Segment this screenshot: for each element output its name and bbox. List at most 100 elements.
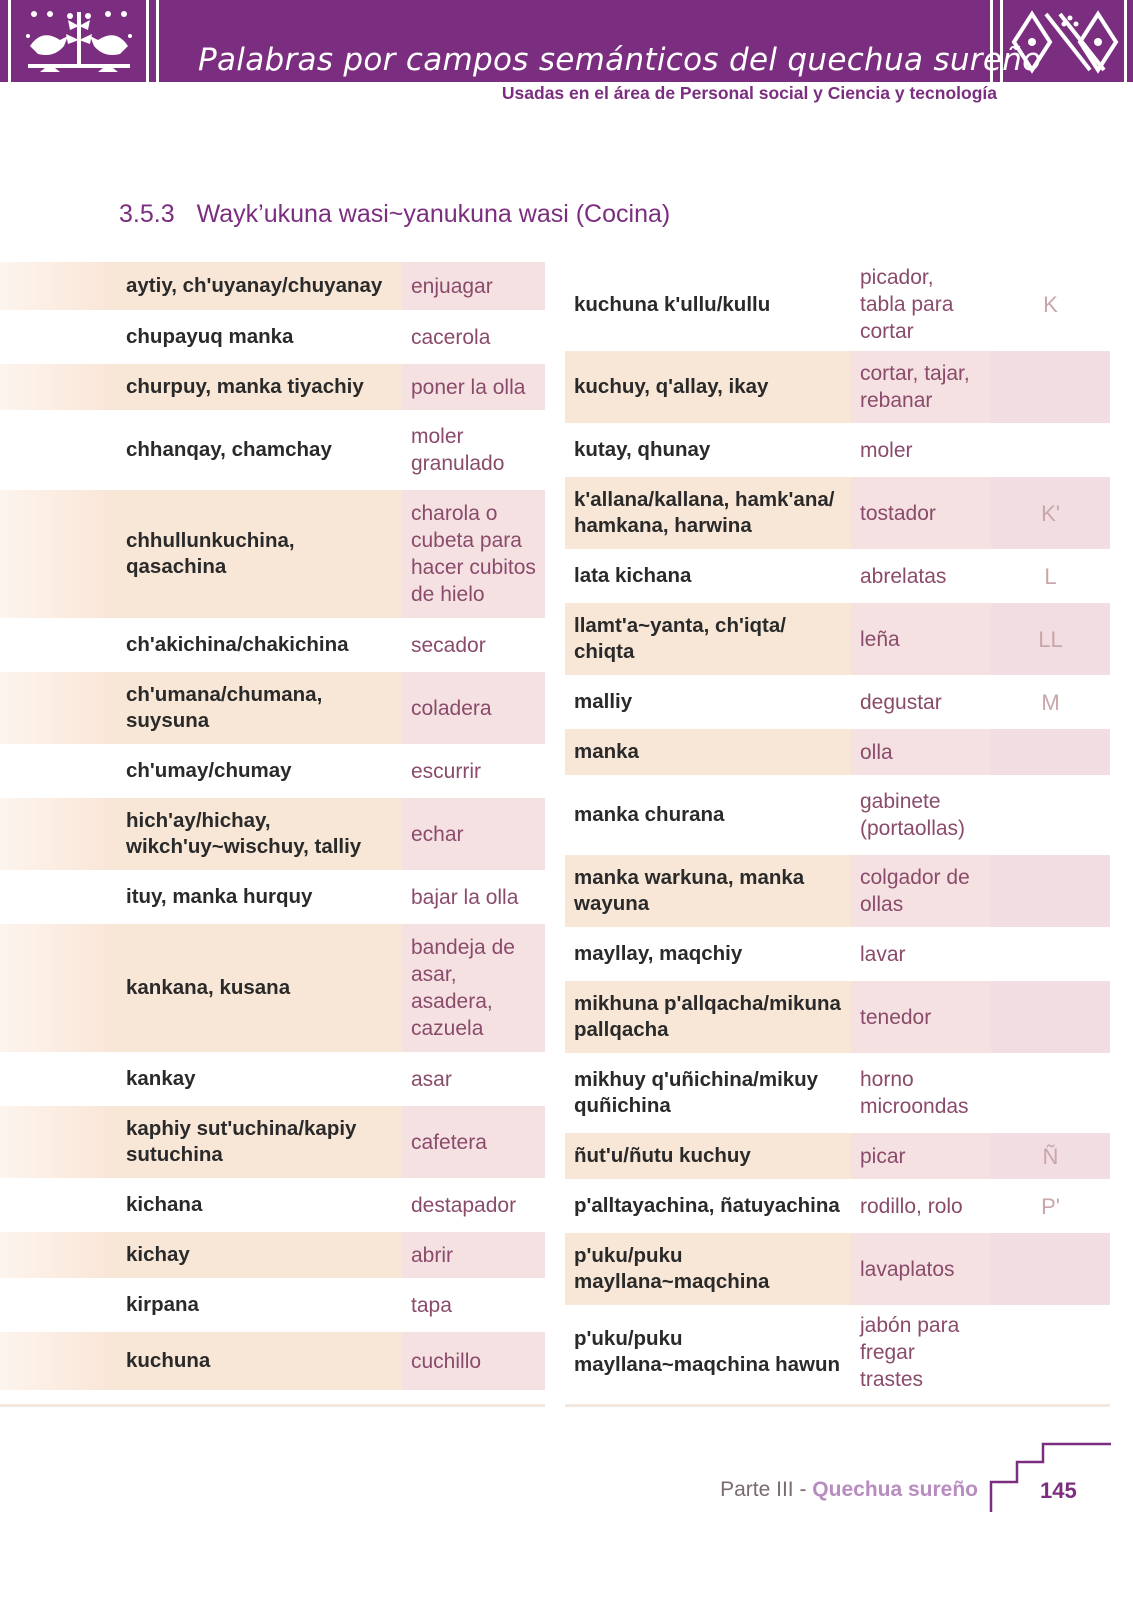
spanish-term: moler — [851, 425, 991, 477]
quechua-term: kuchuy, q'allay, ikay — [565, 349, 851, 427]
table-row: churpuy, manka tiyachiy poner la olla — [0, 362, 545, 414]
quechua-term: aytiy, ch'uyanay/chuyanay — [117, 262, 402, 314]
table-row: chupayuq manka cacerola — [0, 312, 545, 364]
quechua-term: chhullunkuchina, qasachina — [117, 488, 402, 622]
spanish-term: horno microondas — [851, 1055, 991, 1133]
quechua-term: chhanqay, chamchay — [117, 412, 402, 490]
spanish-term: cuchillo — [402, 1330, 545, 1394]
spanish-term: rodillo, rolo — [851, 1181, 991, 1233]
table-row: ch'umana/chumana, suysuna coladera — [0, 670, 545, 748]
alphabet-letter: LL — [991, 601, 1110, 679]
alphabet-letter — [991, 1055, 1110, 1133]
row-lead-cell — [0, 312, 117, 364]
table-row: mayllay, maqchiy lavar — [565, 929, 1110, 981]
alphabet-letter: L — [991, 551, 1110, 603]
footer-step-decoration — [989, 1442, 1111, 1512]
header-divider — [146, 0, 149, 82]
quechua-term: k'allana/kallana, hamk'ana/ hamkana, har… — [565, 475, 851, 553]
quechua-term: chupayuq manka — [117, 312, 402, 364]
row-lead-cell — [0, 1104, 117, 1182]
table-row: p'uku/puku mayllana~maqchina hawun jabón … — [565, 1307, 1110, 1399]
spanish-term: secador — [402, 620, 545, 672]
spanish-term: leña — [851, 601, 991, 679]
table-row: ch'umay/chumay escurrir — [0, 746, 545, 798]
vocabulary-table-left: aytiy, ch'uyanay/chuyanay enjuagar chupayu… — [0, 262, 545, 1394]
spanish-term: tenedor — [851, 979, 991, 1057]
header-divider — [8, 0, 11, 82]
spanish-term: asar — [402, 1054, 545, 1106]
row-lead-cell — [0, 796, 117, 874]
header-subtitle: Usadas en el área de Personal social y C… — [501, 83, 997, 103]
alphabet-letter: P' — [991, 1181, 1110, 1233]
spanish-term: poner la olla — [402, 362, 545, 414]
header-band — [160, 0, 1010, 82]
spanish-term: gabinete (portaollas) — [851, 777, 991, 855]
quechua-term: ituy, manka hurquy — [117, 872, 402, 924]
spanish-term: abrir — [402, 1230, 545, 1282]
table-row: kuchuna k'ullu/kullu picador, tabla para … — [565, 262, 1110, 351]
page-header: Palabras por campos semánticos del quech… — [0, 0, 1133, 82]
spanish-term: moler granulado — [402, 412, 545, 490]
table-row: llamt'a~yanta, ch'iqta/ chiqta leña LL — [565, 601, 1110, 679]
spanish-term: enjuagar — [402, 262, 545, 314]
textile-diamond-logo — [1011, 10, 1119, 74]
table-row: p'alltayachina, ñatuyachina rodillo, rolo… — [565, 1181, 1110, 1233]
quechua-term: lata kichana — [565, 551, 851, 603]
alphabet-letter — [991, 425, 1110, 477]
table-row: chhullunkuchina, qasachina charola o cube… — [0, 488, 545, 622]
quechua-term: llamt'a~yanta, ch'iqta/ chiqta — [565, 601, 851, 679]
quechua-term: churpuy, manka tiyachiy — [117, 362, 402, 414]
table-row: ch'akichina/chakichina secador — [0, 620, 545, 672]
row-lead-cell — [0, 746, 117, 798]
section-number: 3.5.3 — [119, 200, 175, 228]
alphabet-letter — [991, 349, 1110, 427]
spanish-term: jabón para fregar trastes — [851, 1307, 991, 1399]
footer-part-label: Parte III - Quechua sureño — [720, 1478, 978, 1502]
table-row: malliy degustar M — [565, 677, 1110, 729]
alphabet-letter: K — [991, 262, 1110, 351]
table-row: manka olla — [565, 727, 1110, 779]
table-row: mikhuy q'uñichina/mikuy quñichina horno m… — [565, 1055, 1110, 1133]
quechua-term: kaphiy sut'uchina/kapiy sutuchina — [117, 1104, 402, 1182]
quechua-term: manka churana — [565, 777, 851, 855]
row-lead-cell — [0, 1180, 117, 1232]
spanish-term: echar — [402, 796, 545, 874]
vocabulary-table-right: kuchuna k'ullu/kullu picador, tabla para … — [565, 262, 1110, 1399]
spanish-term: charola o cubeta para hacer cubitos de h… — [402, 488, 545, 622]
row-lead-cell — [0, 488, 117, 622]
table-row: mikhuna p'allqacha/mikuna pallqacha tened… — [565, 979, 1110, 1057]
alphabet-letter — [991, 777, 1110, 855]
table-row: p'uku/puku mayllana~maqchina lavaplatos — [565, 1231, 1110, 1309]
header-divider — [156, 0, 159, 82]
alphabet-letter — [991, 979, 1110, 1057]
quechua-term: ch'umana/chumana, suysuna — [117, 670, 402, 748]
alphabet-letter — [991, 1307, 1110, 1399]
table-row: kaphiy sut'uchina/kapiy sutuchina cafeter… — [0, 1104, 545, 1182]
row-lead-cell — [0, 262, 117, 314]
spanish-term: bajar la olla — [402, 872, 545, 924]
section-title: Wayk’ukuna wasi~yanukuna wasi (Cocina) — [196, 200, 671, 228]
spanish-term: cafetera — [402, 1104, 545, 1182]
table-row: lata kichana abrelatas L — [565, 551, 1110, 603]
spanish-term: olla — [851, 727, 991, 779]
spanish-term: picador, tabla para cortar — [851, 262, 991, 351]
spanish-term: tapa — [402, 1280, 545, 1332]
spanish-term: lavar — [851, 929, 991, 981]
row-lead-cell — [0, 922, 117, 1056]
table-row: manka churana gabinete (portaollas) — [565, 777, 1110, 855]
table-bottom-rule — [565, 1404, 1110, 1407]
alphabet-letter — [991, 727, 1110, 779]
alphabet-letter: Ñ — [991, 1131, 1110, 1183]
row-lead-cell — [0, 670, 117, 748]
quechua-term: manka — [565, 727, 851, 779]
table-row: aytiy, ch'uyanay/chuyanay enjuagar — [0, 262, 545, 314]
alphabet-letter: M — [991, 677, 1110, 729]
quechua-term: ch'akichina/chakichina — [117, 620, 402, 672]
table-row: kuchuy, q'allay, ikay cortar, tajar, reba… — [565, 349, 1110, 427]
row-lead-cell — [0, 620, 117, 672]
row-lead-cell — [0, 1054, 117, 1106]
table-row: hich'ay/hichay, wikch'uy~wischuy, talliy… — [0, 796, 545, 874]
textile-birds-logo — [26, 11, 132, 72]
quechua-term: kichay — [117, 1230, 402, 1282]
footer-part: Parte III - — [720, 1478, 813, 1501]
